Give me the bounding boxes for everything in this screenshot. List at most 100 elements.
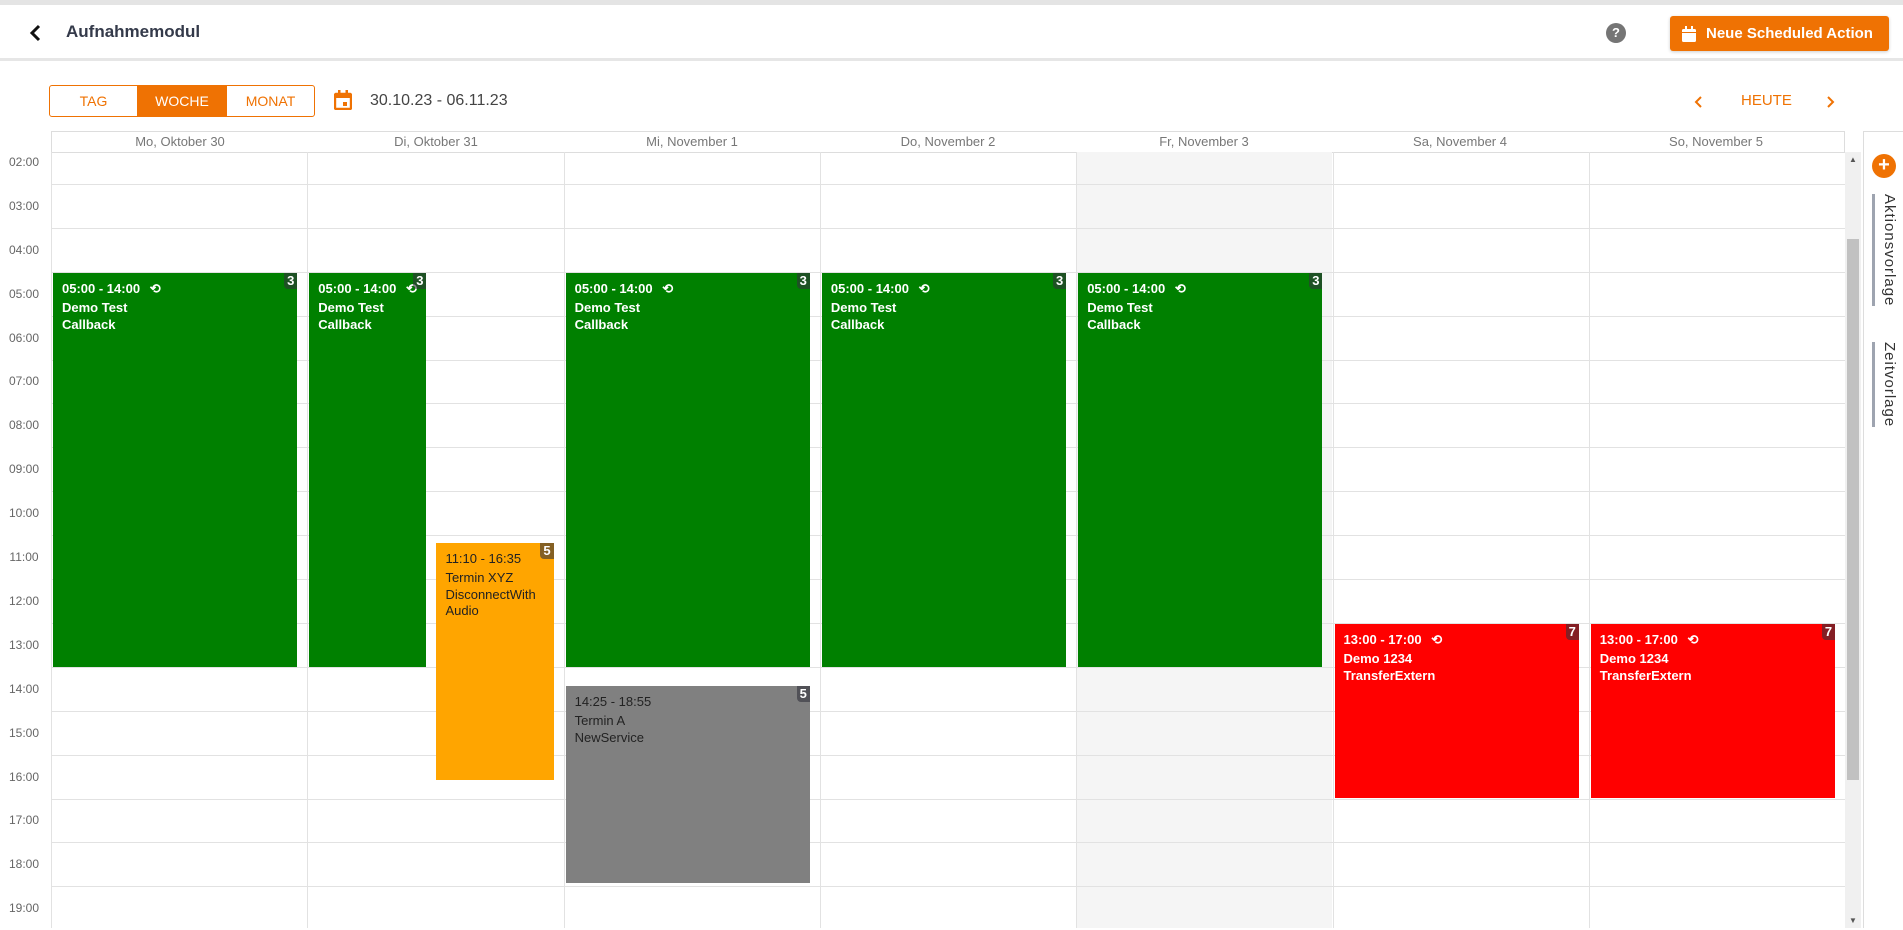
- event-time-text: 14:25 - 18:55: [574, 694, 652, 710]
- recurring-icon: ⟲: [1174, 280, 1186, 296]
- calendar-event[interactable]: 11:10 - 16:35 Termin XYZ DisconnectWith …: [436, 543, 554, 781]
- calendar-event[interactable]: 05:00 - 14:00 ⟲ Demo Test Callback 3: [53, 272, 298, 667]
- time-label: 14:00: [8, 681, 40, 696]
- event-time-text: 13:00 - 17:00: [1599, 631, 1678, 647]
- event-title: Demo Test: [830, 299, 897, 315]
- time-label: 15:00: [8, 725, 40, 740]
- event-title: Demo Test: [574, 299, 641, 315]
- recurring-icon: ⟲: [1431, 631, 1443, 647]
- view-woche-button[interactable]: WOCHE: [137, 86, 227, 116]
- event-title: Demo 1234: [1599, 650, 1669, 666]
- time-label: 05:00: [8, 286, 40, 301]
- event-time: 05:00 - 14:00 ⟲: [831, 279, 1057, 298]
- day-header: Sa, November 4: [1413, 134, 1507, 149]
- time-label: 17:00: [8, 813, 40, 828]
- calendar-event[interactable]: 05:00 - 14:00 ⟲ Demo Test Callback 3: [1078, 272, 1323, 667]
- time-label: 04:00: [8, 242, 40, 257]
- scroll-down-arrow-icon[interactable]: ▼: [1849, 916, 1857, 925]
- event-time-text: 05:00 - 14:00: [62, 280, 141, 296]
- day-header: Mi, November 1: [646, 134, 738, 149]
- event-time-text: 11:10 - 16:35: [445, 551, 522, 567]
- tab-aktionsvorlage[interactable]: Aktionsvorlage: [1872, 194, 1898, 307]
- app-header: Aufnahmemodul ? Neue Scheduled Action: [0, 5, 1903, 61]
- scrollbar-thumb[interactable]: [1847, 239, 1859, 780]
- hour-row: [51, 271, 1845, 316]
- view-monat-button[interactable]: MONAT: [245, 93, 296, 109]
- hour-row: [51, 754, 1845, 799]
- grid-scrollbar[interactable]: ▲ ▼: [1845, 152, 1861, 928]
- add-template-plus-icon[interactable]: +: [1872, 154, 1896, 178]
- recurring-icon: ⟲: [1687, 631, 1699, 647]
- previous-week-chevron-icon[interactable]: [1693, 94, 1705, 110]
- event-count-badge: 3: [1052, 272, 1067, 289]
- event-time: 05:00 - 14:00 ⟲: [575, 279, 801, 298]
- event-title: Termin XYZ: [445, 570, 514, 586]
- event-time-text: 05:00 - 14:00: [1087, 280, 1166, 296]
- right-sidebar: + Aktionsvorlage Zeitvorlage: [1863, 131, 1903, 928]
- event-type: Callback: [830, 316, 885, 332]
- day-column-divider: [1332, 152, 1334, 928]
- event-time: 05:00 - 14:00 ⟲: [62, 279, 288, 298]
- date-range: 30.10.23 - 06.11.23: [370, 92, 508, 109]
- calendar-event[interactable]: 05:00 - 14:00 ⟲ Demo Test Callback 3: [309, 272, 427, 667]
- back-arrow-icon[interactable]: [26, 21, 46, 45]
- calendar-picker-icon[interactable]: [334, 90, 352, 110]
- event-time: 11:10 - 16:35: [445, 549, 544, 568]
- help-icon[interactable]: ?: [1606, 23, 1626, 43]
- event-time-text: 05:00 - 14:00: [830, 280, 909, 296]
- calendar-event[interactable]: 13:00 - 17:00 ⟲ Demo 1234 TransferExtern…: [1590, 623, 1836, 799]
- day-header: Do, November 2: [900, 134, 996, 149]
- hour-row: [51, 886, 1845, 928]
- day-header: Di, Oktober 31: [394, 134, 478, 149]
- time-label: 09:00: [8, 462, 40, 477]
- new-scheduled-action-button[interactable]: Neue Scheduled Action: [1670, 16, 1889, 51]
- time-label: 12:00: [8, 593, 40, 608]
- event-time: 13:00 - 17:00 ⟲: [1344, 630, 1570, 649]
- event-type: Callback: [62, 316, 116, 332]
- hour-row: [51, 183, 1845, 228]
- event-time: 05:00 - 14:00 ⟲: [1087, 279, 1313, 298]
- calendar-event[interactable]: 13:00 - 17:00 ⟲ Demo 1234 TransferExtern…: [1334, 623, 1579, 799]
- time-label: 16:00: [8, 769, 40, 784]
- recurring-icon: ⟲: [918, 280, 930, 296]
- event-title: Demo Test: [1087, 299, 1153, 315]
- event-type: NewService: [574, 730, 644, 746]
- day-column-divider: [1588, 152, 1590, 928]
- event-time: 13:00 - 17:00 ⟲: [1600, 630, 1826, 649]
- event-count-badge: 3: [1309, 272, 1323, 289]
- tab-zeitvorlage[interactable]: Zeitvorlage: [1872, 342, 1898, 428]
- event-time-text: 13:00 - 17:00: [1343, 631, 1422, 647]
- hour-row: [51, 710, 1845, 755]
- event-count-badge: 5: [796, 686, 810, 703]
- event-type: DisconnectWith Audio: [445, 587, 536, 619]
- window-top-band: [0, 0, 1903, 5]
- hour-row: [51, 152, 1845, 184]
- time-label: 18:00: [8, 857, 40, 872]
- calendar-event[interactable]: 05:00 - 14:00 ⟲ Demo Test Callback 3: [821, 272, 1067, 667]
- event-time-text: 05:00 - 14:00: [574, 280, 653, 296]
- hour-row: [51, 842, 1845, 886]
- view-tag-button[interactable]: TAG: [79, 93, 108, 109]
- event-time: 14:25 - 18:55: [575, 692, 801, 711]
- scroll-up-arrow-icon[interactable]: ▲: [1849, 155, 1857, 164]
- time-label: 08:00: [8, 418, 40, 433]
- hour-row: [51, 227, 1845, 272]
- week-grid[interactable]: 02:00 03:00 04:00 05:00 06:00 07:00 08:00 09:00…: [0, 152, 1845, 928]
- calendar-event[interactable]: 05:00 - 14:00 ⟲ Demo Test Callback 3: [565, 272, 810, 667]
- hour-row: [51, 666, 1845, 711]
- page-title: Aufnahmemodul: [66, 22, 201, 41]
- next-week-chevron-icon[interactable]: [1824, 94, 1836, 110]
- event-time-text: 05:00 - 14:00: [318, 280, 397, 296]
- day-column-divider: [819, 152, 821, 928]
- today-button[interactable]: HEUTE: [1741, 92, 1792, 109]
- time-label: 19:00: [8, 901, 40, 916]
- time-label: 13:00: [8, 637, 40, 652]
- event-type: TransferExtern: [1343, 667, 1436, 683]
- day-header: Mo, Oktober 30: [135, 134, 225, 149]
- calendar-icon: [1682, 25, 1696, 42]
- day-header: So, November 5: [1669, 134, 1763, 149]
- calendar-event[interactable]: 14:25 - 18:55 Termin A NewService 5: [565, 686, 810, 883]
- event-count-badge: 7: [1821, 623, 1836, 640]
- time-label: 07:00: [8, 374, 40, 389]
- day-column-divider: [307, 152, 309, 928]
